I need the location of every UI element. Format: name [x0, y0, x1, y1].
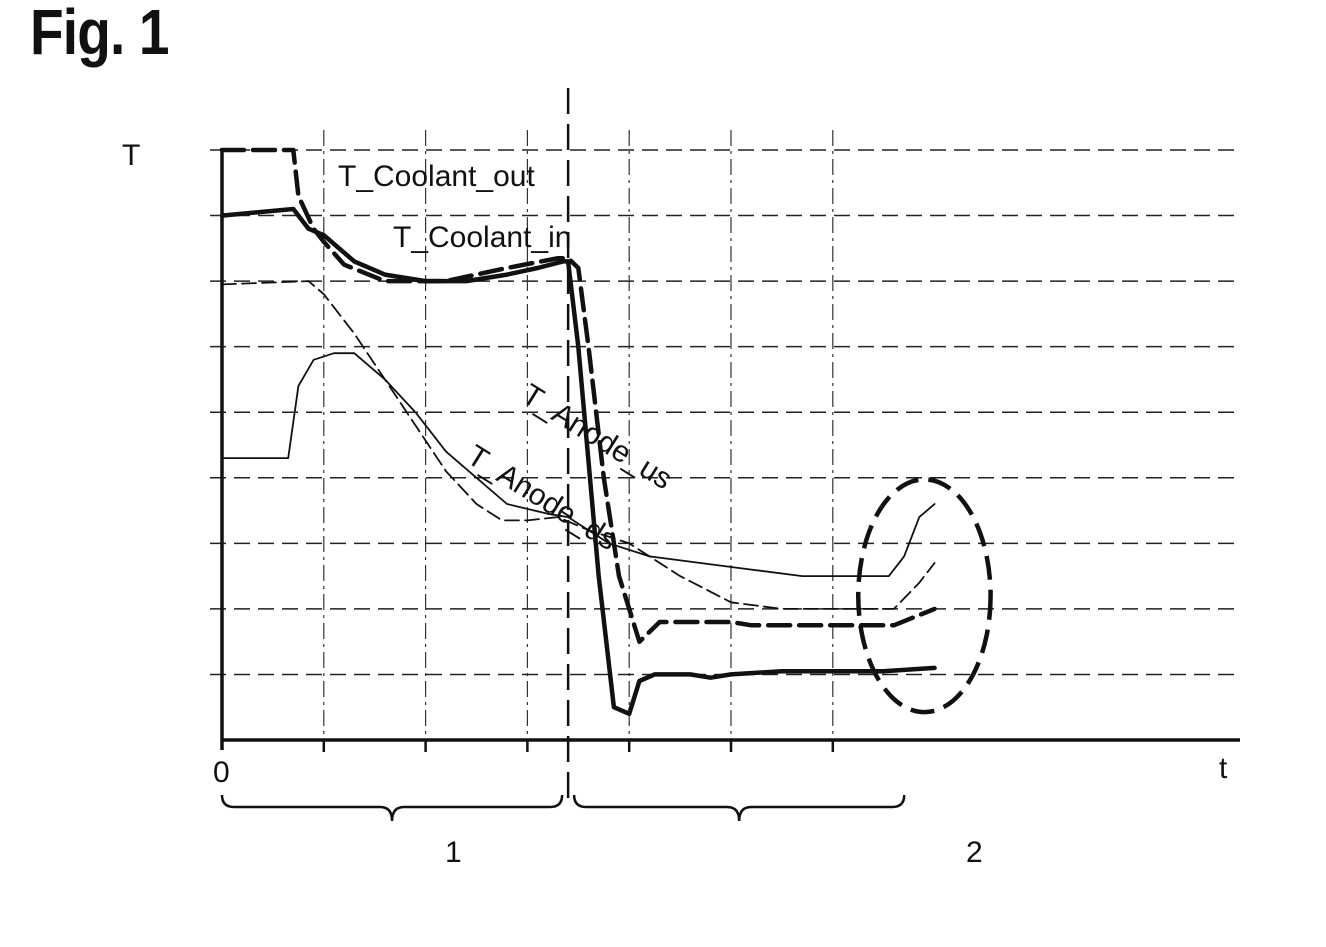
series-lines: [219, 147, 937, 717]
figure-title: Fig. 1: [30, 0, 169, 68]
x-origin-label: 0: [213, 756, 230, 789]
phase-1-label: 1: [445, 836, 462, 869]
axes: [220, 148, 1240, 752]
x-axis-label: t: [1219, 752, 1228, 785]
series-line-t-coolant-in: [219, 206, 937, 717]
series-line-t-anode-ds: [221, 280, 936, 610]
series-line-t-anode-us: [221, 352, 936, 577]
phase-2-brace: [572, 794, 906, 822]
grid-lines: [210, 130, 1240, 748]
series-label-t-coolant-out: T_Coolant_out: [338, 160, 535, 193]
y-axis-label: T: [122, 139, 140, 172]
annotations: [220, 88, 993, 822]
highlight-ellipse: [856, 477, 993, 715]
phase-2-label: 2: [966, 836, 983, 869]
series-line-t-coolant-out: [219, 147, 937, 644]
phase-1-brace: [220, 794, 564, 822]
series-label-t-coolant-in: T_Coolant_in: [393, 221, 571, 254]
